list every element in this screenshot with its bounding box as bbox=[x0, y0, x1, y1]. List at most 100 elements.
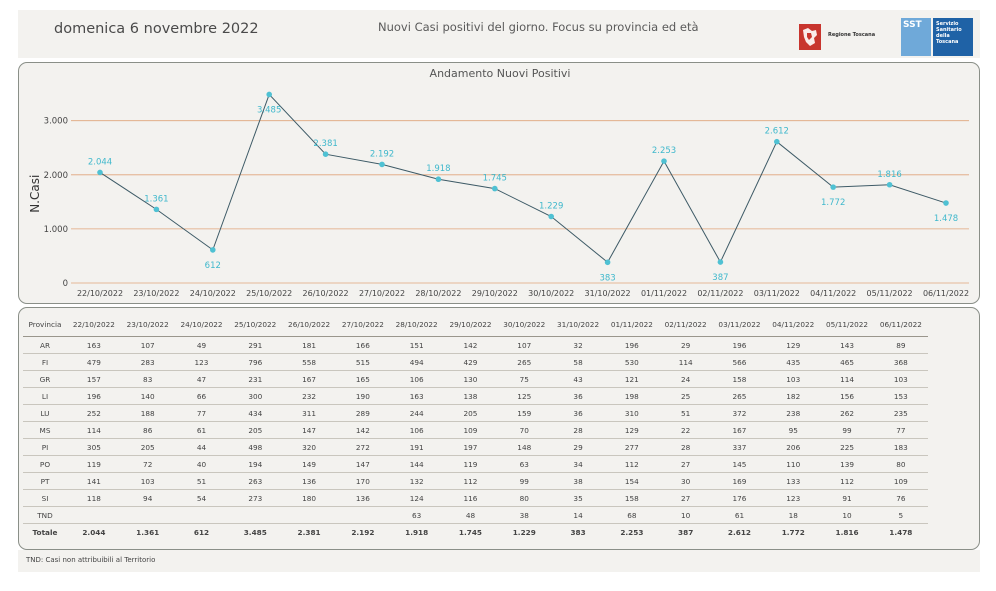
data-point bbox=[435, 176, 442, 183]
table-cell: 109 bbox=[443, 421, 498, 439]
data-point bbox=[661, 158, 667, 164]
table-cell: 109 bbox=[873, 472, 928, 490]
table-cell: 157 bbox=[67, 370, 121, 388]
data-point bbox=[830, 184, 836, 190]
table-cell: 1.745 bbox=[458, 527, 483, 537]
table-cell: 32 bbox=[551, 336, 605, 354]
table-cell: 112 bbox=[443, 472, 498, 490]
x-tick-label: 27/10/2022 bbox=[359, 289, 405, 298]
x-tick-label: 03/11/2022 bbox=[754, 289, 800, 298]
table-cell: 558 bbox=[282, 353, 336, 371]
column-header-date: 23/10/2022 bbox=[120, 312, 175, 337]
column-header-date: 31/10/2022 bbox=[551, 312, 605, 337]
table-cell: 291 bbox=[228, 336, 283, 354]
table-cell: 142 bbox=[443, 336, 498, 354]
table-cell: 190 bbox=[335, 387, 390, 405]
table-row: PO 119 72 40 194 149 147 144 119 63 34 112 27 145 110 1… bbox=[23, 455, 928, 473]
x-tick-label: 24/10/2022 bbox=[190, 289, 236, 298]
x-tick-label: 25/10/2022 bbox=[246, 289, 292, 298]
table-cell: 165 bbox=[335, 370, 390, 388]
table-cell: 114 bbox=[658, 353, 713, 371]
table-cell: 153 bbox=[873, 387, 928, 405]
table-cell: 107 bbox=[120, 336, 175, 354]
table-cell: 106 bbox=[389, 370, 444, 388]
table-cell: 205 bbox=[443, 404, 498, 422]
table-cell: 277 bbox=[604, 438, 659, 456]
data-label: 1.478 bbox=[934, 214, 958, 224]
table-cell: 28 bbox=[658, 438, 713, 456]
table-cell: 80 bbox=[497, 489, 552, 507]
data-label: 383 bbox=[599, 273, 615, 283]
table-cell: 86 bbox=[120, 421, 175, 439]
data-label: 2.192 bbox=[370, 149, 394, 159]
table-cell: 434 bbox=[228, 404, 283, 422]
table-cell: 2.192 bbox=[351, 527, 375, 537]
table-cell: 27 bbox=[658, 489, 713, 507]
table-cell: 24 bbox=[658, 370, 713, 388]
x-tick-label: 02/11/2022 bbox=[697, 289, 743, 298]
table-cell: 29 bbox=[658, 336, 713, 354]
table-row: LU 252 188 77 434 311 289 244 205 159 36 310 51 372 23… bbox=[23, 404, 928, 422]
table-cell: 225 bbox=[820, 438, 874, 456]
table-row: PT 141 103 51 263 136 170 132 112 99 38 154 30 169 133… bbox=[23, 472, 928, 490]
table-cell: 38 bbox=[551, 472, 605, 490]
x-tick-label: 04/11/2022 bbox=[810, 289, 856, 298]
y-axis-label: N.Casi bbox=[28, 175, 42, 213]
column-header-date: 03/11/2022 bbox=[712, 312, 767, 337]
table-cell: 106 bbox=[389, 421, 444, 439]
footnote: TND: Casi non attribuibili al Territorio bbox=[26, 556, 156, 564]
data-point bbox=[322, 151, 329, 157]
table-cell: 103 bbox=[120, 472, 175, 490]
table-cell: 129 bbox=[766, 336, 821, 354]
table-cell: 142 bbox=[335, 421, 390, 439]
x-tick-label: 06/11/2022 bbox=[923, 289, 969, 298]
table-cell: 196 bbox=[67, 387, 121, 405]
table-cell: 194 bbox=[228, 455, 283, 473]
table-cell: 68 bbox=[604, 506, 659, 524]
table-cell: 435 bbox=[766, 353, 821, 371]
table-cell: 63 bbox=[389, 506, 444, 524]
table-cell: 144 bbox=[389, 455, 444, 473]
table-cell: 89 bbox=[873, 336, 928, 354]
table-cell: 498 bbox=[228, 438, 283, 456]
table-cell: 310 bbox=[604, 404, 659, 422]
row-label: PT bbox=[23, 472, 67, 490]
table-cell: 112 bbox=[604, 455, 659, 473]
table-cell: 118 bbox=[67, 489, 121, 507]
table-cell: 48 bbox=[443, 506, 498, 524]
sst-logo-side: Servizio Sanitario della Toscana bbox=[933, 18, 973, 56]
table-cell: 181 bbox=[282, 336, 336, 354]
table-cell: 198 bbox=[604, 387, 659, 405]
table-header-row: Provincia 22/10/2022 23/10/2022 24/10/2022 2… bbox=[23, 312, 928, 337]
table-cell bbox=[282, 506, 336, 524]
table-cell: 429 bbox=[443, 353, 498, 371]
table-cell: 196 bbox=[604, 336, 659, 354]
table-cell: 18 bbox=[766, 506, 821, 524]
sst-line: Toscana bbox=[936, 39, 959, 45]
table-cell: 75 bbox=[497, 370, 552, 388]
row-label: TND bbox=[23, 506, 67, 524]
table-cell: 76 bbox=[873, 489, 928, 507]
table-cell: 205 bbox=[228, 421, 283, 439]
table-cell: 35 bbox=[551, 489, 605, 507]
table-cell: 103 bbox=[873, 370, 928, 388]
table-cell: 1.918 bbox=[405, 527, 429, 537]
data-point bbox=[97, 169, 103, 176]
table-cell: 83 bbox=[120, 370, 175, 388]
data-label: 612 bbox=[205, 261, 221, 271]
table-row: AR 163 107 49 291 181 166 151 142 107 32 196 29 196 12… bbox=[23, 336, 928, 354]
cases-table: Provincia 22/10/2022 23/10/2022 24/10/2022 2… bbox=[23, 312, 928, 540]
table-cell: 140 bbox=[120, 387, 175, 405]
table-cell: 5 bbox=[873, 506, 928, 524]
table-cell: 151 bbox=[389, 336, 444, 354]
data-point bbox=[492, 185, 498, 192]
column-header-date: 06/11/2022 bbox=[873, 312, 928, 337]
table-cell: 158 bbox=[712, 370, 767, 388]
data-point bbox=[717, 259, 724, 265]
table-cell: 136 bbox=[335, 489, 390, 507]
table-cell: 163 bbox=[67, 336, 121, 354]
table-cell: 30 bbox=[658, 472, 713, 490]
data-point bbox=[604, 259, 611, 266]
table-cell: 265 bbox=[497, 353, 552, 371]
row-label: PI bbox=[23, 438, 67, 456]
